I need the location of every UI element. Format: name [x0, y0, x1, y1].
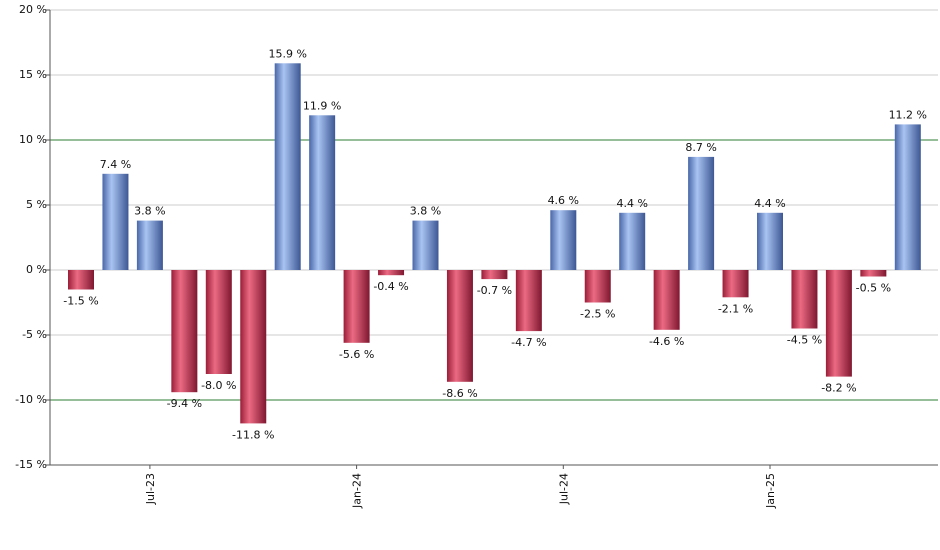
bar: [240, 270, 267, 424]
data-label: -1.5 %: [63, 295, 98, 308]
data-label: -9.4 %: [167, 397, 202, 410]
bar: [653, 270, 680, 330]
data-label: -2.5 %: [580, 308, 615, 321]
data-label: -4.7 %: [511, 336, 546, 349]
data-label: 11.2 %: [889, 108, 927, 121]
bar: [515, 270, 542, 332]
bar: [688, 156, 715, 270]
data-label: -0.7 %: [477, 284, 512, 297]
bar: [550, 210, 577, 270]
data-label: -8.2 %: [821, 382, 856, 395]
y-tick-label: 0 %: [26, 263, 47, 276]
data-label: -4.5 %: [787, 334, 822, 347]
bar: [481, 270, 508, 280]
bar: [894, 124, 921, 271]
data-labels: -1.5 % 7.4 % 3.8 % -9.4 % -8.0 % -11.8 % 15.9 …: [63, 47, 927, 441]
bar: [343, 270, 370, 343]
y-tick-label: 20 %: [19, 3, 47, 16]
y-tick-label: -15 %: [15, 458, 47, 471]
bar: [860, 270, 887, 277]
data-label: 11.9 %: [303, 99, 341, 112]
grid-lines: [50, 9, 938, 466]
data-label: 4.6 %: [548, 194, 579, 207]
bar: [136, 220, 163, 270]
bar: [274, 63, 301, 270]
x-tick-label: Jul-23: [144, 473, 157, 505]
data-label: 15.9 %: [268, 47, 306, 60]
data-label: 4.4 %: [754, 197, 785, 210]
data-label: 4.4 %: [616, 197, 647, 210]
y-tick-label: -5 %: [22, 328, 47, 341]
bar: [102, 173, 129, 270]
bar: [791, 270, 818, 329]
data-label: -5.6 %: [339, 348, 374, 361]
bar: [309, 115, 336, 270]
data-label: -4.6 %: [649, 335, 684, 348]
bar: [171, 270, 198, 393]
bar: [619, 212, 646, 270]
data-label: 8.7 %: [685, 141, 716, 154]
bar: [584, 270, 611, 303]
bar: [205, 270, 232, 374]
bar: [68, 270, 94, 290]
data-label: 7.4 %: [100, 158, 131, 171]
axes: -15 % -10 % -5 % 0 % 5 % 10 % 15 % 20 % Jul-23 Ja…: [15, 3, 938, 509]
y-tick-label: 5 %: [26, 198, 47, 211]
bar: [722, 270, 749, 298]
data-label: -2.1 %: [718, 302, 753, 315]
data-label: -11.8 %: [232, 428, 274, 441]
bar: [378, 270, 405, 276]
data-label: -0.4 %: [373, 280, 408, 293]
x-tick-label: Jan-24: [351, 473, 364, 509]
bars: [68, 63, 921, 424]
data-label: 3.8 %: [134, 205, 165, 218]
x-tick-label: Jan-25: [764, 473, 777, 509]
bar: [825, 270, 852, 377]
bar: [757, 212, 783, 270]
x-tick-label: Jul-24: [557, 473, 570, 505]
y-tick-label: -10 %: [15, 393, 47, 406]
bar: [446, 270, 473, 382]
data-label: 3.8 %: [410, 205, 441, 218]
bar: [412, 220, 439, 270]
y-tick-label: 15 %: [19, 68, 47, 81]
data-label: -0.5 %: [856, 282, 891, 295]
data-label: -8.6 %: [442, 387, 477, 400]
data-label: -8.0 %: [201, 379, 236, 392]
y-tick-label: 10 %: [19, 133, 47, 146]
